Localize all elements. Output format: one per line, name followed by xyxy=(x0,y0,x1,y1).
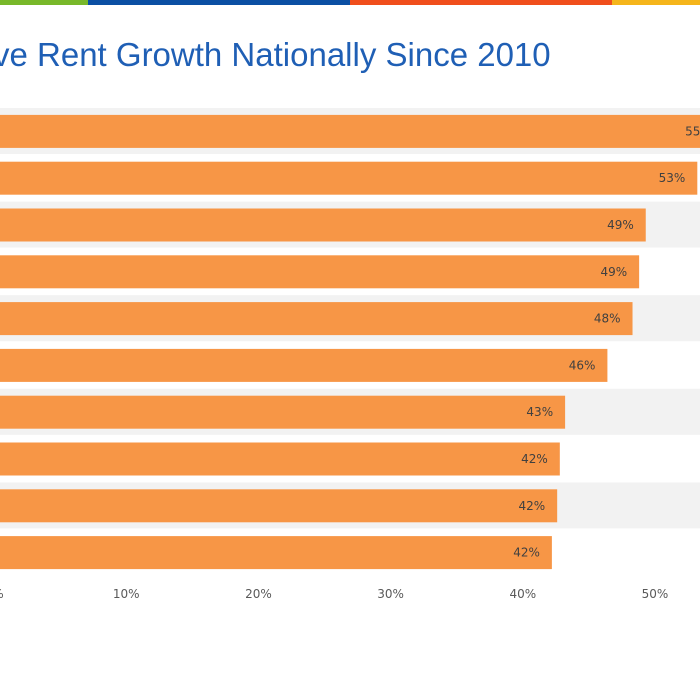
bar xyxy=(0,114,700,148)
bar xyxy=(0,536,552,570)
bar-data-label: 55% xyxy=(685,124,700,138)
x-tick-label: 20% xyxy=(245,587,272,601)
x-tick-label: 30% xyxy=(377,587,404,601)
chart-title: ve Rent Growth Nationally Since 2010 xyxy=(0,36,551,73)
bar-data-label: 42% xyxy=(519,499,546,513)
bar xyxy=(0,395,566,429)
x-tick-label: 10% xyxy=(113,587,140,601)
bar xyxy=(0,489,558,523)
accent-segment-blue xyxy=(88,0,350,5)
x-tick-label: 50% xyxy=(642,587,669,601)
bar xyxy=(0,442,560,476)
bar xyxy=(0,208,646,242)
bar xyxy=(0,348,608,382)
x-tick-label: 40% xyxy=(509,587,536,601)
bar-data-label: 49% xyxy=(607,218,634,232)
bar-data-label: 42% xyxy=(513,546,540,560)
bar-data-label: 49% xyxy=(600,265,627,279)
accent-segment-yellow xyxy=(612,0,700,5)
bar xyxy=(0,302,633,336)
bar xyxy=(0,255,640,289)
bar-data-label: 53% xyxy=(659,171,686,185)
accent-segment-green xyxy=(0,0,88,5)
top-accent-bar xyxy=(0,0,700,5)
bar-data-label: 48% xyxy=(594,312,621,326)
bar xyxy=(0,161,698,195)
bar-data-label: 42% xyxy=(521,452,548,466)
bar-data-label: 43% xyxy=(526,405,553,419)
x-tick-label: % xyxy=(0,587,4,601)
bar-data-label: 46% xyxy=(569,358,596,372)
accent-segment-red xyxy=(350,0,612,5)
